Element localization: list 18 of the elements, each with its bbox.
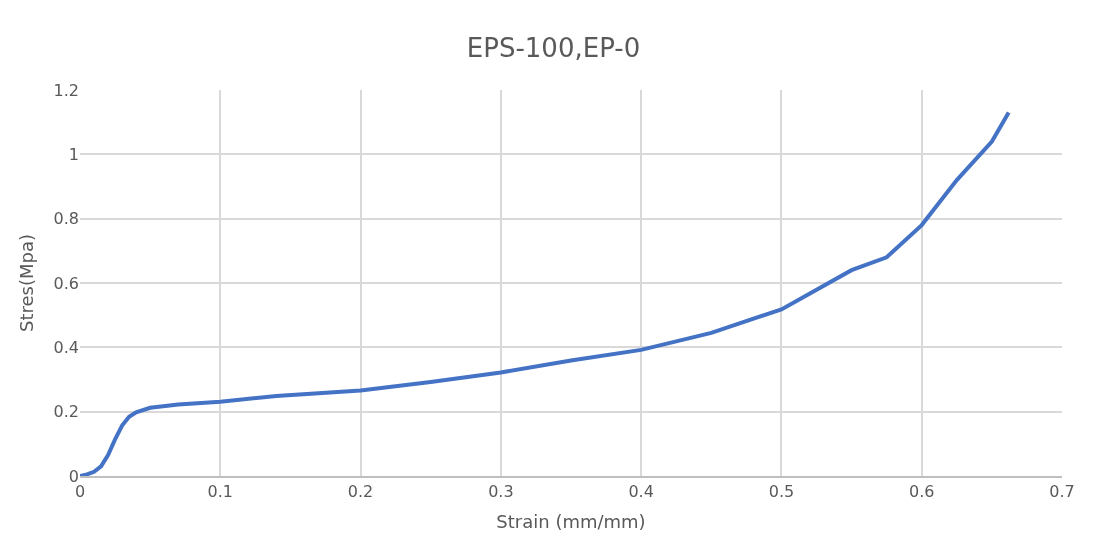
x-tick-label: 0.3 bbox=[488, 481, 514, 501]
y-tick-label: 0 bbox=[68, 466, 79, 486]
x-tick-label: 0.7 bbox=[1049, 481, 1075, 501]
y-tick-label: 0.2 bbox=[53, 402, 79, 422]
x-tick-label: 0.6 bbox=[908, 481, 935, 501]
y-tick-label: 1 bbox=[68, 144, 79, 164]
y-tick-label: 1.2 bbox=[53, 80, 79, 100]
chart-title: EPS-100,EP-0 bbox=[466, 32, 641, 63]
y-tick-label: 0.4 bbox=[53, 337, 79, 357]
x-tick-label: 0.5 bbox=[768, 481, 795, 501]
x-tick-label: 0.1 bbox=[207, 481, 234, 501]
x-tick-label: 0.4 bbox=[628, 481, 654, 501]
y-axis-title: Stres(Mpa) bbox=[15, 234, 37, 332]
y-tick-label: 0.8 bbox=[53, 209, 79, 229]
line-series bbox=[80, 110, 1011, 476]
x-tick-label: 0.2 bbox=[347, 481, 374, 501]
y-tick-label: 0.6 bbox=[53, 273, 79, 293]
x-axis-title: Strain (mm/mm) bbox=[496, 510, 646, 532]
